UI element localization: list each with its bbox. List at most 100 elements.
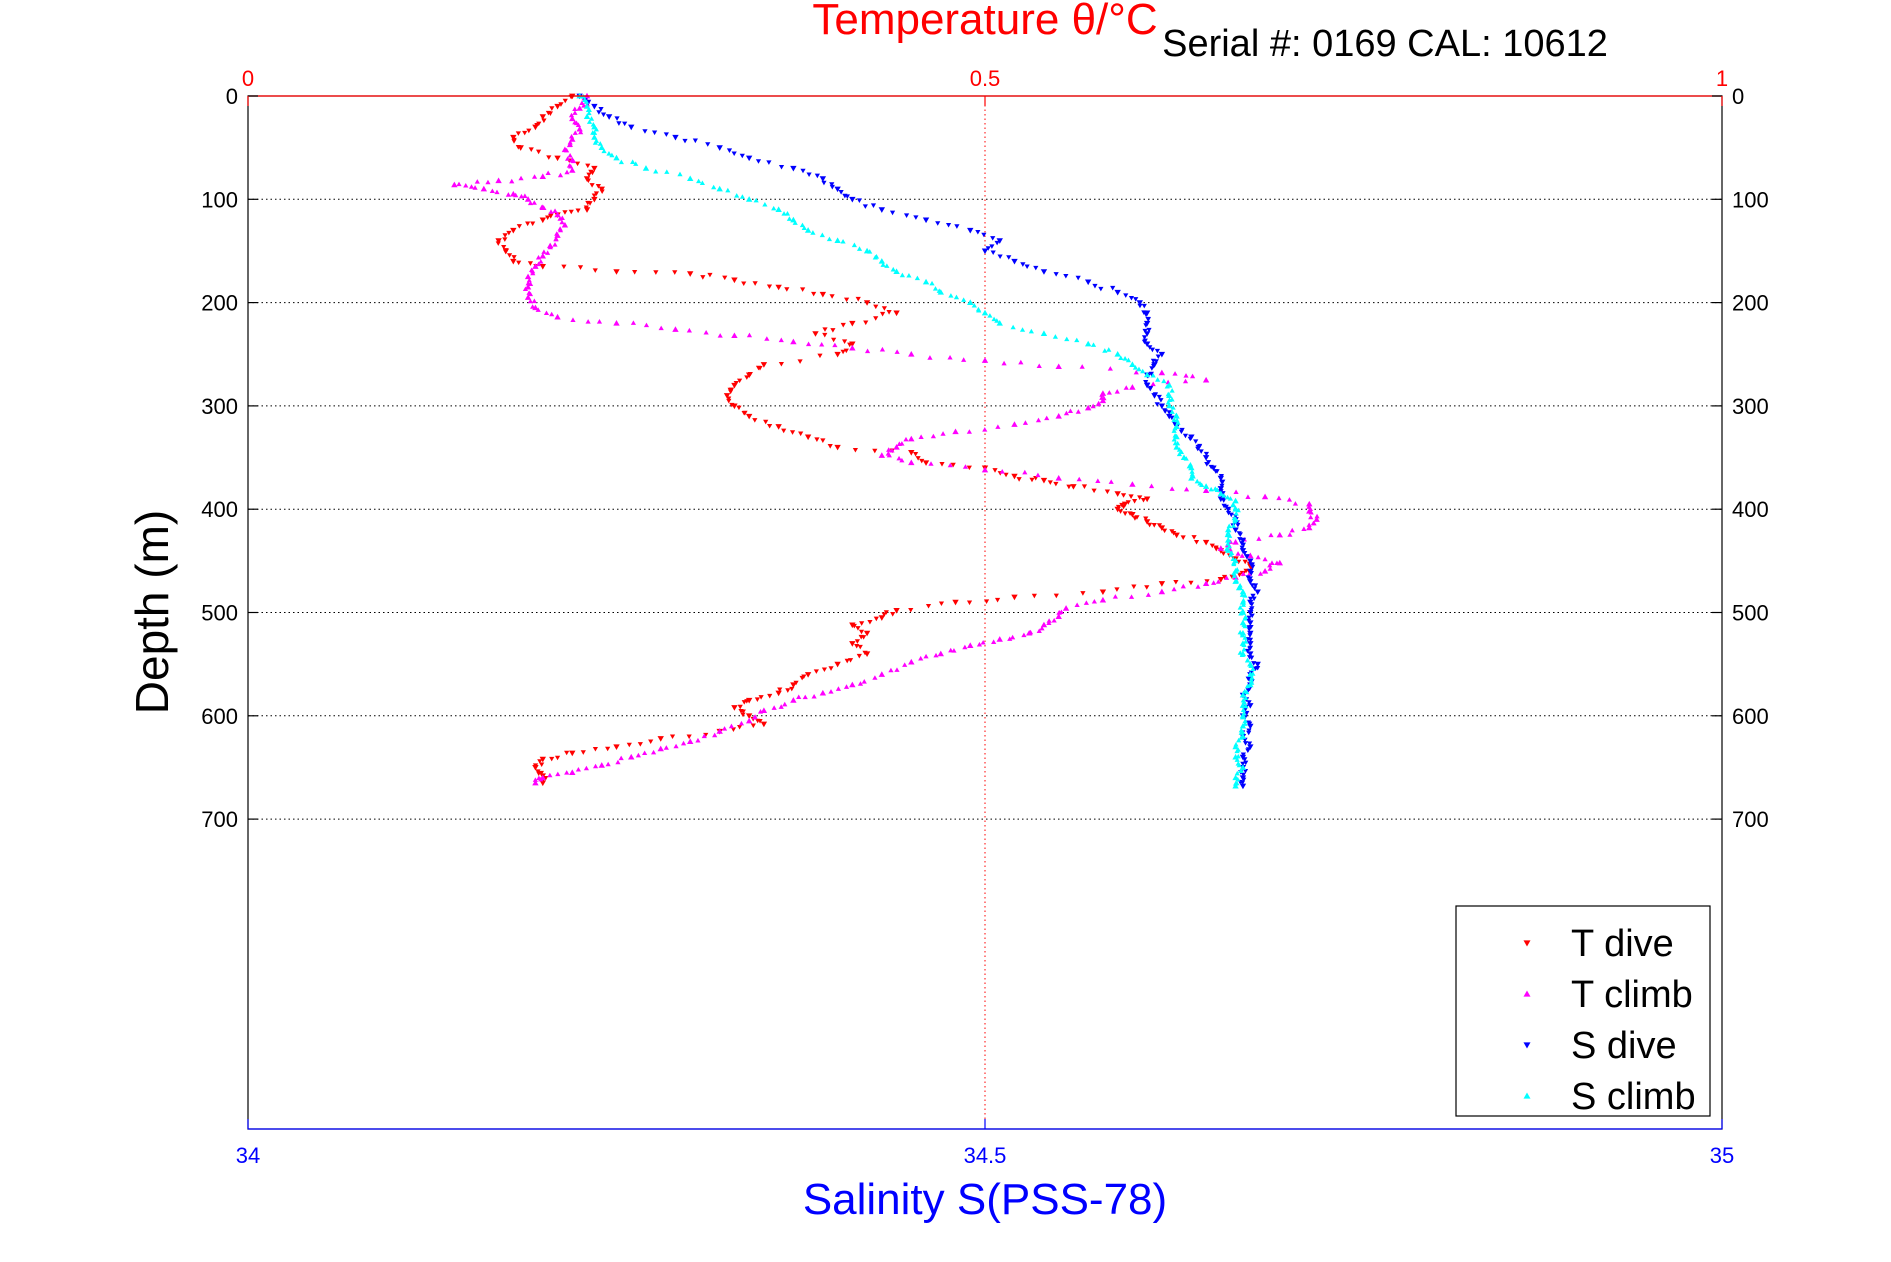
data-point [731, 277, 738, 284]
data-point [1202, 376, 1210, 383]
data-point [1084, 340, 1092, 347]
data-point-interp [1080, 591, 1086, 596]
legend-marker [1523, 1092, 1531, 1099]
data-point [1158, 581, 1166, 587]
y-tick-label-left: 400 [201, 497, 238, 522]
data-point-interp [605, 761, 611, 767]
data-point-interp [1250, 666, 1256, 672]
data-point [554, 313, 561, 320]
data-point-interp [954, 224, 960, 229]
data-point-interp [741, 700, 747, 705]
data-point-interp [543, 776, 549, 781]
data-point-interp [1137, 303, 1143, 309]
data-point-interp [1221, 493, 1227, 498]
data-point-interp [566, 163, 573, 168]
data-point [539, 264, 546, 270]
data-point-interp [1178, 449, 1185, 454]
data-point-interp [784, 211, 791, 216]
data-point-interp [796, 694, 802, 700]
data-point [981, 466, 989, 473]
data-point-interp [778, 704, 784, 709]
data-point [598, 762, 605, 768]
data-point-interp [1244, 657, 1251, 663]
data-point-interp [1255, 554, 1261, 560]
data-point-interp [1208, 486, 1214, 492]
data-point [687, 175, 694, 182]
data-point [937, 650, 944, 657]
data-point-interp [1044, 415, 1050, 421]
data-point [996, 320, 1003, 326]
data-point [863, 247, 871, 254]
data-point-interp [903, 436, 909, 442]
data-point-interp [1131, 584, 1137, 590]
data-point-interp [502, 237, 508, 242]
data-point [591, 103, 598, 110]
data-point-interp [538, 259, 544, 264]
data-point-interp [872, 448, 878, 454]
legend-box [1455, 905, 1711, 1117]
data-point-interp [814, 173, 820, 179]
data-point-interp [525, 221, 531, 227]
y-tick-label-right: 300 [1732, 394, 1769, 419]
data-point-interp [526, 277, 532, 283]
data-point-interp [806, 172, 812, 178]
data-point-interp [553, 236, 559, 242]
data-point-interp [1213, 546, 1219, 552]
data-point [996, 636, 1003, 642]
data-point [1158, 369, 1166, 376]
data-point-interp [568, 112, 575, 118]
data-point-interp [545, 215, 551, 221]
data-point-interp [822, 332, 828, 338]
data-point [1239, 537, 1247, 544]
y-tick-label-right: 500 [1732, 601, 1769, 626]
data-point-interp [721, 726, 728, 731]
data-point-interp [1079, 364, 1085, 369]
data-point-interp [1253, 666, 1259, 672]
data-point [760, 721, 768, 728]
data-point [539, 780, 546, 787]
data-point-interp [1225, 510, 1232, 516]
data-point-interp [899, 441, 905, 446]
data-point [878, 452, 886, 458]
data-point [1084, 279, 1092, 286]
data-point-interp [652, 130, 658, 136]
data-point [1217, 496, 1225, 503]
data-point [1225, 506, 1232, 513]
data-point-interp [1143, 380, 1149, 385]
data-point-interp [1231, 515, 1237, 521]
data-point [893, 444, 900, 450]
data-point-interp [1020, 262, 1026, 267]
data-point-interp [894, 349, 900, 354]
data-point-interp [1108, 479, 1114, 484]
data-point-interp [1006, 255, 1012, 260]
data-point-interp [726, 148, 733, 153]
data-point-interp [1229, 550, 1235, 556]
data-point-interp [966, 429, 972, 434]
data-point-interp [712, 732, 718, 738]
data-point-interp [929, 280, 935, 286]
data-point-interp [1019, 327, 1026, 332]
data-point-interp [525, 280, 531, 286]
data-point-interp [1143, 312, 1149, 318]
x-bottom-tick-label: 34 [236, 1143, 260, 1168]
data-point-interp [987, 313, 993, 318]
data-point-interp [1114, 587, 1120, 592]
data-point-interp [585, 107, 592, 113]
data-point-interp [485, 179, 491, 185]
data-point-interp [896, 455, 902, 461]
data-point-interp [1039, 625, 1045, 631]
data-point-interp [495, 241, 501, 246]
data-point-interp [935, 221, 941, 226]
data-point [1232, 774, 1239, 781]
data-point-interp [906, 272, 912, 278]
data-point-interp [1230, 556, 1236, 562]
data-point-interp [927, 355, 933, 360]
data-point-interp [1155, 354, 1161, 360]
data-point-interp [1033, 476, 1039, 481]
data-point-interp [1198, 449, 1204, 454]
y-tick-label-right: 100 [1732, 187, 1769, 212]
data-point-interp [516, 224, 522, 229]
data-point-interp [985, 246, 991, 251]
data-point-interp [947, 462, 953, 468]
data-point-interp [1225, 530, 1231, 535]
